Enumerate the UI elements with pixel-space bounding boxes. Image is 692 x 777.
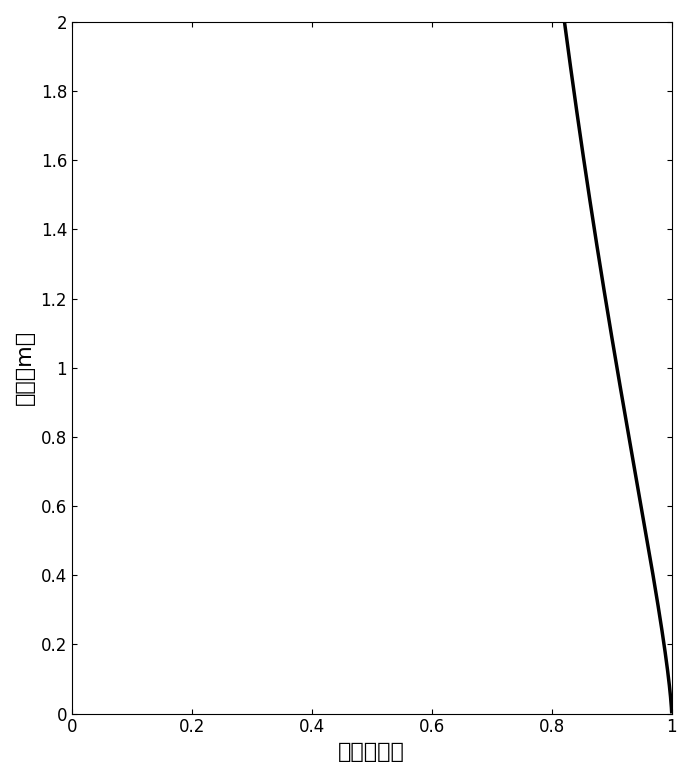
Y-axis label: 距离（m）: 距离（m）: [15, 330, 35, 406]
X-axis label: 相对饱和度: 相对饱和度: [338, 742, 406, 762]
